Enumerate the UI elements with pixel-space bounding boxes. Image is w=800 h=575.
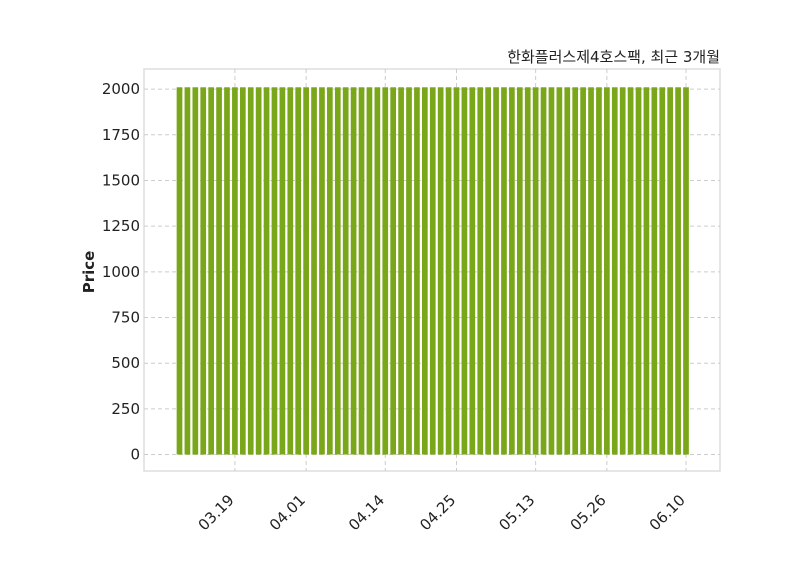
bar [350, 87, 357, 455]
y-axis-ticks: 0 250 500 750 1000 1250 1500 1750 2000 [102, 80, 140, 463]
bar [627, 87, 634, 455]
y-tick-label: 1500 [102, 171, 140, 189]
bar [572, 87, 579, 455]
bar [232, 87, 238, 455]
x-tick-label: 04.01 [266, 491, 309, 534]
y-tick-label: 1750 [102, 126, 140, 144]
bar [651, 87, 658, 455]
bar [437, 87, 444, 455]
bar [619, 87, 626, 455]
bar [461, 87, 468, 455]
bar [184, 87, 191, 455]
bar [477, 87, 484, 455]
bar [540, 87, 547, 455]
x-tick-label: 03.19 [195, 491, 238, 534]
bar [421, 87, 428, 455]
bar [524, 87, 531, 455]
bar [382, 87, 389, 455]
bar [287, 87, 294, 455]
bar [556, 87, 563, 455]
chart-title: 한화플러스제4호스팩, 최근 3개월 [507, 48, 720, 66]
bar [516, 87, 523, 455]
bar [532, 87, 539, 455]
bar [635, 87, 642, 455]
x-tick-label: 05.13 [495, 491, 538, 534]
y-tick-label: 750 [111, 309, 140, 327]
bar [342, 87, 349, 455]
bar [390, 87, 397, 455]
bar [493, 87, 499, 455]
bar [279, 87, 286, 455]
bar [683, 87, 689, 455]
y-tick-label: 0 [130, 446, 140, 464]
bar [453, 87, 460, 455]
bar [303, 87, 309, 455]
bar [358, 87, 365, 455]
bar [295, 87, 302, 455]
bar [596, 87, 602, 455]
bar [224, 87, 230, 455]
bar [208, 87, 215, 455]
bar [659, 87, 666, 455]
bar [366, 87, 373, 455]
bar [588, 87, 594, 455]
bar [239, 87, 246, 455]
bar [501, 87, 507, 455]
bar [485, 87, 491, 455]
bar [429, 87, 436, 455]
bar [176, 87, 183, 455]
y-tick-label: 1250 [102, 217, 140, 235]
y-tick-label: 1000 [102, 263, 140, 281]
bars [176, 87, 689, 455]
y-tick-label: 2000 [102, 80, 140, 98]
bar [311, 87, 317, 455]
y-tick-label: 250 [111, 400, 140, 418]
bar [192, 87, 199, 455]
bar [580, 87, 586, 455]
x-tick-label: 06.10 [646, 491, 689, 534]
bar [469, 87, 476, 455]
x-axis-ticks: 03.19 04.01 04.14 04.25 05.13 05.26 06.10 [195, 491, 689, 534]
bar [406, 87, 412, 455]
bar [643, 87, 650, 455]
bar [374, 87, 381, 455]
bar [255, 87, 262, 455]
bar [216, 87, 222, 455]
bar [319, 87, 325, 455]
bar [398, 87, 404, 455]
bar [445, 87, 452, 455]
bar [548, 87, 555, 455]
bar [604, 87, 610, 455]
bar [263, 87, 270, 455]
bar [509, 87, 515, 455]
x-tick-label: 04.14 [345, 491, 388, 534]
bar [667, 87, 674, 455]
bar [247, 87, 254, 455]
x-tick-label: 04.25 [416, 491, 459, 534]
bar [564, 87, 571, 455]
y-tick-label: 500 [111, 354, 140, 372]
x-tick-label: 05.26 [567, 491, 610, 534]
bar [414, 87, 420, 455]
bar [334, 87, 341, 455]
y-axis-label: Price [80, 251, 98, 294]
bar [611, 87, 618, 455]
bar [675, 87, 681, 455]
bar [327, 87, 333, 455]
bar [271, 87, 278, 455]
bar [200, 87, 207, 455]
